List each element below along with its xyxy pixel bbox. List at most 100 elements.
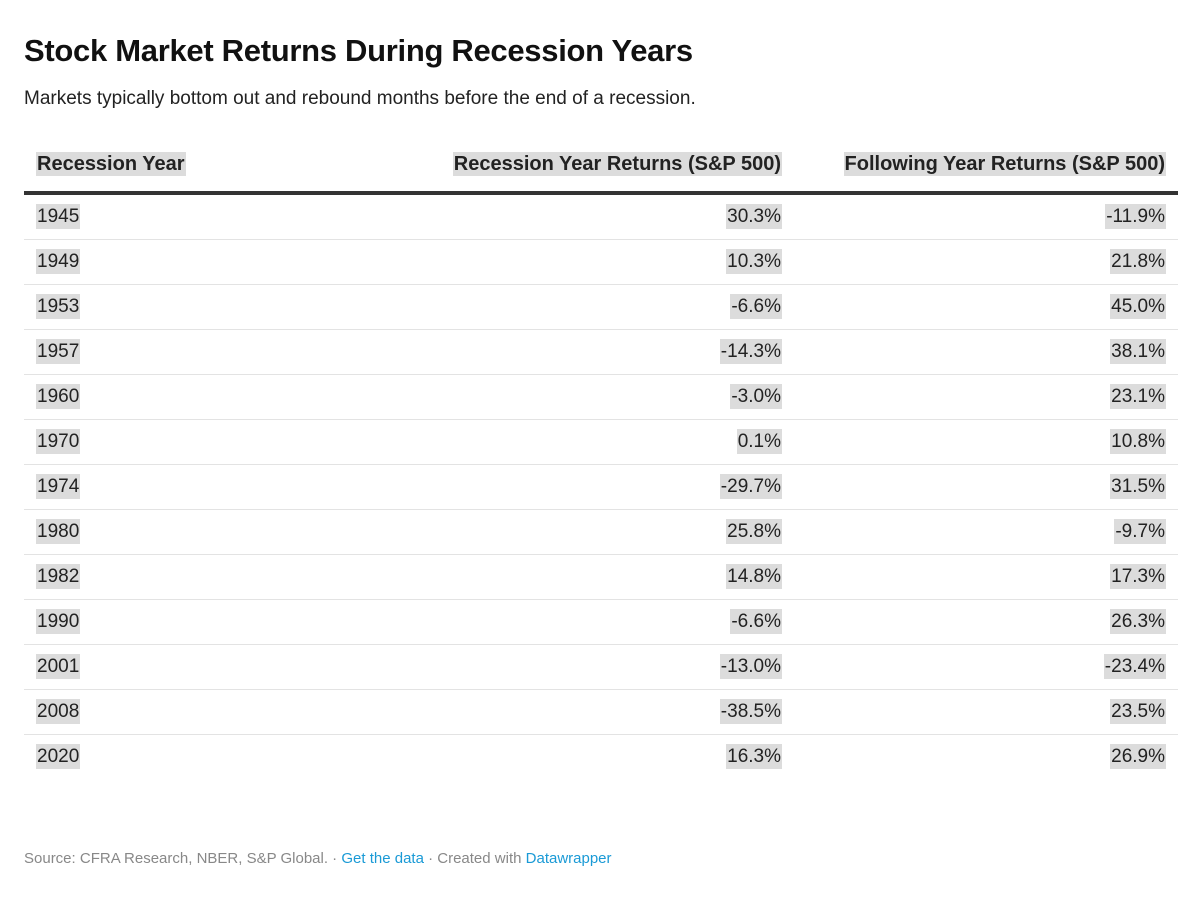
footer-separator: · Created with bbox=[423, 850, 526, 867]
cell-recession-year-return: 16.3% bbox=[404, 735, 794, 780]
cell-value: -9.7% bbox=[1114, 519, 1166, 544]
cell-following-year-return: 10.8% bbox=[794, 419, 1178, 465]
table-row: 1970 0.1% 10.8% bbox=[24, 419, 1178, 465]
cell-value: 17.3% bbox=[1110, 564, 1166, 589]
cell-recession-year-return: -29.7% bbox=[404, 464, 794, 510]
cell-value: 0.1% bbox=[736, 429, 782, 454]
returns-table: Recession Year Recession Year Returns (S… bbox=[24, 149, 1178, 779]
cell-recession-year: 1957 bbox=[24, 329, 404, 375]
cell-value: 23.5% bbox=[1110, 699, 1166, 724]
cell-following-year-return: -9.7% bbox=[794, 509, 1178, 555]
table-row: 1949 10.3% 21.8% bbox=[24, 239, 1178, 285]
cell-following-year-return: 23.1% bbox=[794, 374, 1178, 420]
cell-recession-year: 1970 bbox=[24, 419, 404, 465]
cell-value: 1982 bbox=[36, 564, 81, 589]
table-row: 1980 25.8% -9.7% bbox=[24, 509, 1178, 555]
table-row: 1953 -6.6% 45.0% bbox=[24, 284, 1178, 330]
table-row: 2001 -13.0% -23.4% bbox=[24, 644, 1178, 690]
cell-value: -38.5% bbox=[719, 699, 782, 724]
cell-recession-year-return: -6.6% bbox=[404, 599, 794, 645]
cell-value: 26.3% bbox=[1110, 609, 1166, 634]
cell-following-year-return: 45.0% bbox=[794, 284, 1178, 330]
cell-recession-year-return: -38.5% bbox=[404, 689, 794, 735]
cell-value: 2008 bbox=[36, 699, 81, 724]
cell-recession-year-return: 0.1% bbox=[404, 419, 794, 465]
cell-recession-year: 1945 bbox=[24, 193, 404, 240]
cell-recession-year-return: -6.6% bbox=[404, 284, 794, 330]
cell-value: 1990 bbox=[36, 609, 81, 634]
cell-value: 1953 bbox=[36, 294, 81, 319]
cell-recession-year: 1949 bbox=[24, 239, 404, 285]
cell-following-year-return: 23.5% bbox=[794, 689, 1178, 735]
cell-recession-year: 1960 bbox=[24, 374, 404, 420]
cell-following-year-return: 17.3% bbox=[794, 554, 1178, 600]
datawrapper-link[interactable]: Datawrapper bbox=[525, 850, 612, 867]
chart-container: Stock Market Returns During Recession Ye… bbox=[24, 30, 1178, 779]
cell-value: 1960 bbox=[36, 384, 81, 409]
cell-value: -13.0% bbox=[719, 654, 782, 679]
cell-recession-year: 2001 bbox=[24, 644, 404, 690]
chart-footer: Source: CFRA Research, NBER, S&P Global.… bbox=[24, 849, 612, 869]
cell-recession-year: 1953 bbox=[24, 284, 404, 330]
cell-value: 16.3% bbox=[726, 744, 782, 769]
table-row: 1974 -29.7% 31.5% bbox=[24, 464, 1178, 510]
cell-recession-year: 1974 bbox=[24, 464, 404, 510]
cell-recession-year-return: -3.0% bbox=[404, 374, 794, 420]
cell-value: 1949 bbox=[36, 249, 81, 274]
cell-value: -6.6% bbox=[730, 609, 782, 634]
cell-value: 23.1% bbox=[1110, 384, 1166, 409]
column-header-following-year-returns[interactable]: Following Year Returns (S&P 500) bbox=[794, 149, 1178, 195]
cell-value: -3.0% bbox=[730, 384, 782, 409]
table-row: 2008 -38.5% 23.5% bbox=[24, 689, 1178, 735]
cell-recession-year: 2008 bbox=[24, 689, 404, 735]
cell-value: 25.8% bbox=[726, 519, 782, 544]
cell-value: 1957 bbox=[36, 339, 81, 364]
cell-recession-year: 2020 bbox=[24, 735, 404, 780]
cell-value: 38.1% bbox=[1110, 339, 1166, 364]
cell-value: 31.5% bbox=[1110, 474, 1166, 499]
column-header-recession-year-returns[interactable]: Recession Year Returns (S&P 500) bbox=[404, 149, 794, 195]
cell-recession-year-return: 25.8% bbox=[404, 509, 794, 555]
cell-value: 21.8% bbox=[1110, 249, 1166, 274]
cell-value: 45.0% bbox=[1110, 294, 1166, 319]
cell-recession-year-return: 10.3% bbox=[404, 239, 794, 285]
cell-following-year-return: 26.3% bbox=[794, 599, 1178, 645]
cell-recession-year-return: 14.8% bbox=[404, 554, 794, 600]
cell-value: 1980 bbox=[36, 519, 81, 544]
cell-value: 2020 bbox=[36, 744, 81, 769]
column-header-label: Recession Year bbox=[36, 152, 186, 176]
cell-value: 1970 bbox=[36, 429, 81, 454]
cell-value: -11.9% bbox=[1105, 204, 1166, 229]
table-row: 2020 16.3% 26.9% bbox=[24, 735, 1178, 780]
cell-following-year-return: -11.9% bbox=[794, 193, 1178, 240]
table-row: 1960 -3.0% 23.1% bbox=[24, 374, 1178, 420]
cell-value: 14.8% bbox=[726, 564, 782, 589]
table-row: 1990 -6.6% 26.3% bbox=[24, 599, 1178, 645]
table-body: 1945 30.3% -11.9% 1949 10.3% 21.8% 1953 -6.6% 45… bbox=[24, 193, 1178, 779]
column-header-recession-year[interactable]: Recession Year bbox=[24, 149, 404, 195]
cell-value: 1974 bbox=[36, 474, 81, 499]
chart-title: Stock Market Returns During Recession Ye… bbox=[24, 33, 693, 68]
table-header-row: Recession Year Recession Year Returns (S… bbox=[24, 149, 1178, 195]
table-row: 1957 -14.3% 38.1% bbox=[24, 329, 1178, 375]
cell-value: 10.3% bbox=[726, 249, 782, 274]
cell-value: 10.8% bbox=[1110, 429, 1166, 454]
cell-following-year-return: 38.1% bbox=[794, 329, 1178, 375]
get-the-data-link[interactable]: Get the data bbox=[341, 850, 424, 867]
cell-following-year-return: 26.9% bbox=[794, 735, 1178, 780]
cell-recession-year-return: -14.3% bbox=[404, 329, 794, 375]
cell-value: -14.3% bbox=[719, 339, 782, 364]
footer-separator: · bbox=[328, 850, 342, 867]
chart-subtitle: Markets typically bottom out and rebound… bbox=[24, 88, 696, 109]
cell-following-year-return: -23.4% bbox=[794, 644, 1178, 690]
cell-value: -23.4% bbox=[1103, 654, 1166, 679]
cell-following-year-return: 21.8% bbox=[794, 239, 1178, 285]
cell-recession-year-return: -13.0% bbox=[404, 644, 794, 690]
cell-value: 2001 bbox=[36, 654, 81, 679]
cell-value: 30.3% bbox=[726, 204, 782, 229]
column-header-label: Recession Year Returns (S&P 500) bbox=[452, 152, 782, 176]
cell-following-year-return: 31.5% bbox=[794, 464, 1178, 510]
cell-value: -29.7% bbox=[719, 474, 782, 499]
table-row: 1982 14.8% 17.3% bbox=[24, 554, 1178, 600]
column-header-label: Following Year Returns (S&P 500) bbox=[843, 152, 1166, 176]
